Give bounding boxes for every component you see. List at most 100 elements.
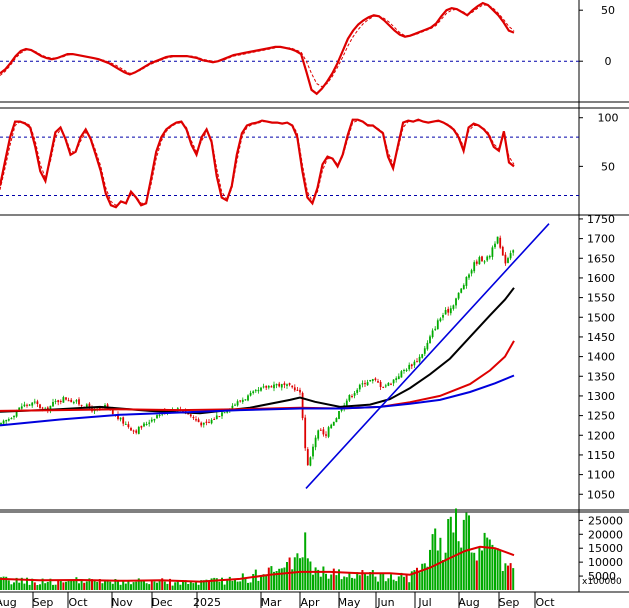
volume-bar (384, 581, 387, 590)
y-tick-label: 50 (601, 4, 615, 17)
volume-bar (174, 582, 177, 590)
volume-bar (488, 539, 491, 590)
volume-bar (486, 537, 489, 590)
volume-bar (460, 547, 463, 590)
candle-body (31, 402, 34, 406)
candle-body (54, 400, 57, 402)
volume-bar (36, 585, 39, 590)
y-tick-label: 1050 (587, 488, 615, 501)
candle-body (416, 361, 418, 363)
volume-bar (210, 578, 213, 590)
volume-bar (234, 578, 236, 590)
volume-bar (291, 569, 294, 590)
volume-bar (7, 580, 10, 590)
volume-bar (501, 571, 504, 590)
candle-body (145, 424, 148, 425)
volume-bar (244, 578, 247, 590)
candle-body (465, 276, 468, 286)
volume-bar (169, 578, 171, 590)
candle-body (460, 288, 463, 293)
volume-bar (478, 547, 481, 590)
volume-bar (504, 563, 507, 590)
candle-body (273, 384, 275, 389)
candle-body (283, 383, 286, 385)
volume-bar (283, 567, 286, 590)
volume-bar (509, 563, 512, 590)
volume-bar (483, 532, 486, 590)
volume-bar (88, 578, 91, 590)
x-tick-label: Jun (376, 596, 394, 608)
candle-body (423, 348, 426, 354)
candle-body (504, 254, 507, 264)
candle-body (36, 401, 39, 404)
candle-body (130, 428, 132, 431)
candle-body (499, 237, 502, 248)
candle-body (379, 381, 382, 387)
candle-body (384, 385, 387, 387)
candle-body (403, 370, 405, 371)
volume-bar (26, 577, 28, 590)
y-tick-label: 1700 (587, 233, 615, 246)
candle-body (491, 247, 494, 257)
moving-average-black (0, 287, 515, 415)
volume-bar (247, 582, 249, 590)
candle-body (260, 387, 262, 391)
volume-bar (400, 572, 403, 590)
candle-body (319, 429, 322, 431)
candle-body (275, 384, 278, 386)
volume-bar (205, 579, 208, 590)
candle-body (322, 429, 325, 435)
volume-bar (371, 570, 374, 590)
candle-body (150, 419, 153, 422)
volume-bar (439, 537, 442, 590)
candle-body (325, 434, 327, 436)
volume-bar (140, 580, 143, 590)
volume-bar (109, 581, 112, 590)
candle-body (488, 256, 491, 258)
volume-bar (91, 579, 93, 590)
volume-bar (356, 572, 359, 590)
volume-bar (189, 581, 192, 590)
volume-bar (390, 574, 392, 590)
volume-bar (231, 580, 234, 590)
candle-body (156, 415, 158, 419)
volume-bar (111, 583, 114, 590)
candle-body (49, 405, 52, 411)
candle-body (449, 308, 452, 314)
volume-bar (507, 565, 509, 590)
candle-body (309, 457, 312, 466)
volume-bar (75, 577, 78, 590)
candle-body (231, 405, 234, 410)
volume-bar (338, 569, 340, 590)
volume-bar (67, 580, 70, 590)
volume-bar (249, 582, 252, 590)
candle-body (234, 404, 236, 406)
volume-bar (392, 579, 395, 590)
candle-body (143, 423, 145, 427)
volume-bar (252, 574, 255, 590)
volume-bar (85, 581, 88, 590)
candle-body (7, 419, 10, 421)
candle-body (442, 315, 444, 318)
candle-body (374, 378, 377, 380)
volume-bar (473, 552, 476, 590)
y-tick-label: 1550 (587, 292, 615, 305)
candle-body (280, 384, 283, 388)
volume-bar (262, 574, 265, 590)
volume-bar (137, 578, 140, 590)
volume-bar (369, 572, 372, 590)
volume-bar (49, 578, 52, 590)
candle-body (20, 406, 23, 409)
candle-body (452, 305, 455, 309)
volume-bar (226, 580, 229, 590)
candle-body (39, 404, 41, 408)
candle-body (418, 356, 421, 362)
candle-body (286, 384, 288, 386)
volume-bar (28, 584, 31, 590)
candle-body (345, 400, 348, 406)
x-tick-label: Apr (300, 596, 320, 608)
y-tick-label: 1350 (587, 370, 615, 383)
candle-body (377, 381, 379, 383)
volume-bar (41, 578, 44, 590)
volume-bar (187, 584, 190, 590)
